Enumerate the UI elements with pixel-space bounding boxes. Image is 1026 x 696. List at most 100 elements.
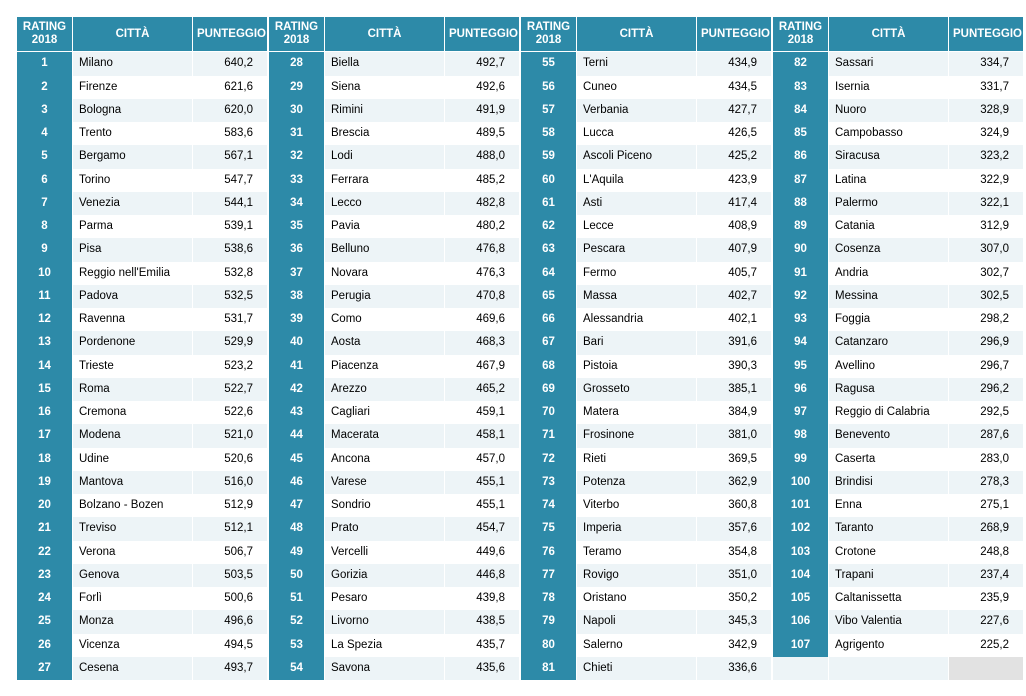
rank-cell: 20 [17,494,73,517]
city-cell: Mantova [73,471,193,494]
score-cell: 449,6 [445,541,520,564]
table-row: 27Cesena493,7 [17,657,268,680]
score-cell: 369,5 [697,448,772,471]
rank-cell: 26 [17,634,73,657]
city-cell: Frosinone [577,424,697,447]
score-cell: 539,1 [193,215,268,238]
city-cell: Matera [577,401,697,424]
rank-cell: 15 [17,378,73,401]
city-cell: Brindisi [829,471,949,494]
score-cell: 390,3 [697,355,772,378]
city-cell: Torino [73,169,193,192]
score-cell: 459,1 [445,401,520,424]
table-row: 13Pordenone529,9 [17,331,268,354]
table-row: 78Oristano350,2 [521,587,772,610]
score-cell: 469,6 [445,308,520,331]
city-cell: Oristano [577,587,697,610]
rank-cell: 23 [17,564,73,587]
table-row: 91Andria302,7 [773,262,1024,285]
score-cell: 322,1 [949,192,1024,215]
table-row: 56Cuneo434,5 [521,76,772,99]
ranking-table-container: RATING 2018CITTÀPUNTEGGIO1Milano640,22Fi… [16,16,1010,680]
table-row: 25Monza496,6 [17,610,268,633]
city-cell: Cesena [73,657,193,680]
table-row: 49Vercelli449,6 [269,541,520,564]
table-row: 82Sassari334,7 [773,52,1024,76]
table-row: 7Venezia544,1 [17,192,268,215]
city-cell: Cosenza [829,238,949,261]
table-row: 21Treviso512,1 [17,517,268,540]
rank-cell: 79 [521,610,577,633]
score-cell: 268,9 [949,517,1024,540]
score-cell: 455,1 [445,494,520,517]
city-cell: Trieste [73,355,193,378]
city-cell: Trento [73,122,193,145]
rank-cell: 85 [773,122,829,145]
table-row: 93Foggia298,2 [773,308,1024,331]
score-cell: 488,0 [445,145,520,168]
city-cell: Milano [73,52,193,76]
rank-cell: 63 [521,238,577,261]
table-row: 96Ragusa296,2 [773,378,1024,401]
rank-cell: 77 [521,564,577,587]
city-cell: Cagliari [325,401,445,424]
city-cell: Palermo [829,192,949,215]
score-cell: 342,9 [697,634,772,657]
rank-cell: 54 [269,657,325,680]
score-cell: 417,4 [697,192,772,215]
score-cell: 434,9 [697,52,772,76]
score-cell: 362,9 [697,471,772,494]
table-row: 19Mantova516,0 [17,471,268,494]
city-cell: Bologna [73,99,193,122]
table-row: 20Bolzano - Bozen512,9 [17,494,268,517]
rank-cell: 21 [17,517,73,540]
rank-cell: 33 [269,169,325,192]
score-cell: 323,2 [949,145,1024,168]
table-row: 68Pistoia390,3 [521,355,772,378]
table-row: 100Brindisi278,3 [773,471,1024,494]
score-cell: 292,5 [949,401,1024,424]
table-row: 89Catania312,9 [773,215,1024,238]
rank-cell: 106 [773,610,829,633]
city-cell: Salerno [577,634,697,657]
city-cell: Ravenna [73,308,193,331]
rank-cell: 45 [269,448,325,471]
city-cell: Udine [73,448,193,471]
rank-cell: 91 [773,262,829,285]
city-cell: Varese [325,471,445,494]
table-row: 33Ferrara485,2 [269,169,520,192]
table-row: 59Ascoli Piceno425,2 [521,145,772,168]
rank-cell: 104 [773,564,829,587]
city-cell: Crotone [829,541,949,564]
city-cell: Firenze [73,76,193,99]
rank-cell: 52 [269,610,325,633]
table-row: 39Como469,6 [269,308,520,331]
table-row: 29Siena492,6 [269,76,520,99]
table-row: 3Bologna620,0 [17,99,268,122]
score-cell: 500,6 [193,587,268,610]
score-cell: 529,9 [193,331,268,354]
table-row: 18Udine520,6 [17,448,268,471]
score-cell: 283,0 [949,448,1024,471]
city-cell: Vibo Valentia [829,610,949,633]
table-row: 54Savona435,6 [269,657,520,680]
table-row: 10Reggio nell'Emilia532,8 [17,262,268,285]
rank-cell: 87 [773,169,829,192]
score-cell: 312,9 [949,215,1024,238]
rank-cell: 62 [521,215,577,238]
score-cell: 457,0 [445,448,520,471]
score-cell: 350,2 [697,587,772,610]
header-rank: RATING 2018 [521,17,577,52]
city-cell: Lodi [325,145,445,168]
score-cell: 454,7 [445,517,520,540]
city-cell: Sassari [829,52,949,76]
rank-cell [773,657,829,680]
city-cell: Cuneo [577,76,697,99]
table-row: 106Vibo Valentia227,6 [773,610,1024,633]
rank-cell: 12 [17,308,73,331]
table-row: 72Rieti369,5 [521,448,772,471]
city-cell: Novara [325,262,445,285]
table-row: 104Trapani237,4 [773,564,1024,587]
city-cell: Verona [73,541,193,564]
score-cell: 237,4 [949,564,1024,587]
